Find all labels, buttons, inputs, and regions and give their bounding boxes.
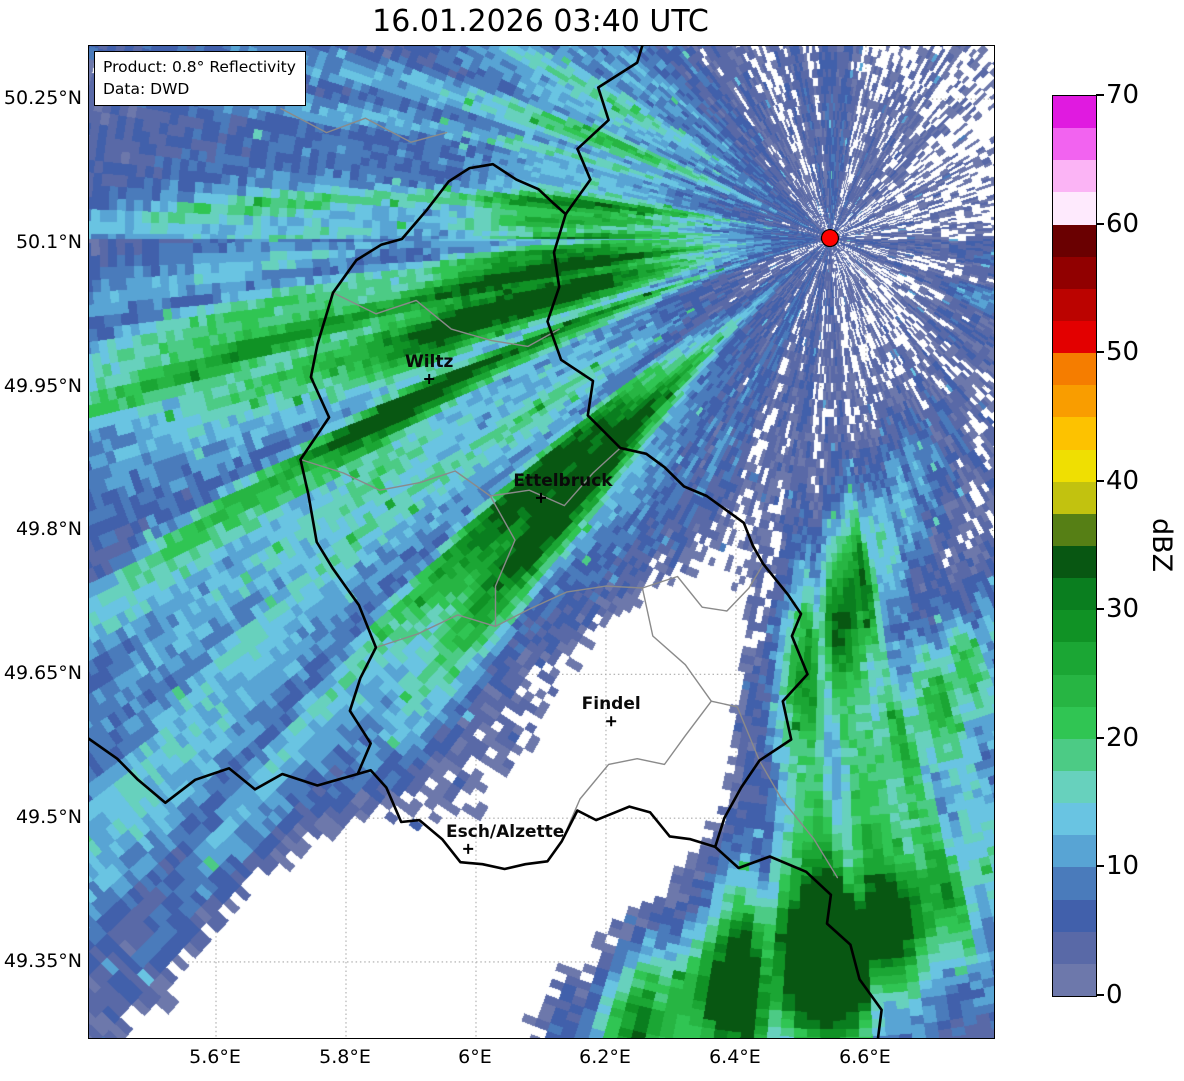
colorbar-segment <box>1053 963 1096 996</box>
map-plot-area: Product: 0.8° Reflectivity Data: DWD Wil… <box>88 45 995 1039</box>
colorbar-tick-label: 60 <box>1106 208 1140 239</box>
colorbar-tick-label: 70 <box>1106 80 1140 110</box>
y-tick-label: 49.35°N <box>3 949 82 972</box>
city-label: Esch/Alzette <box>446 821 565 842</box>
colorbar-tick-mark <box>1096 94 1104 96</box>
y-tick-label: 49.5°N <box>15 806 82 829</box>
region-border <box>489 495 516 628</box>
city-label: Ettelbruck <box>513 470 613 491</box>
colorbar-segment <box>1053 578 1096 611</box>
colorbar-segment <box>1053 353 1096 386</box>
x-tick-label: 6.2°E <box>579 1046 631 1068</box>
colorbar-segment <box>1053 931 1096 964</box>
colorbar-tick-label: 10 <box>1106 851 1140 882</box>
colorbar-tick-label: 40 <box>1106 465 1140 496</box>
colorbar-tick-label: 0 <box>1106 980 1123 1010</box>
colorbar-tick-mark <box>1096 865 1104 868</box>
colorbar-segment <box>1053 770 1096 804</box>
y-tick-label: 50.1°N <box>15 230 82 253</box>
x-tick-label: 6°E <box>458 1046 492 1068</box>
country-border <box>89 737 360 805</box>
country-border <box>299 162 809 871</box>
x-tick-label: 6.6°E <box>839 1046 891 1068</box>
radar-site-marker <box>820 228 840 248</box>
y-tick-label: 49.8°N <box>15 518 82 541</box>
region-border <box>299 447 621 507</box>
colorbar-segment <box>1053 449 1096 482</box>
country-border <box>713 845 883 1038</box>
colorbar-segment <box>1053 385 1096 418</box>
region-border <box>641 587 761 762</box>
colorbar-segment <box>1053 417 1096 450</box>
map-overlay <box>89 46 883 1038</box>
x-tick-label: 5.8°E <box>319 1046 371 1068</box>
colorbar-segment <box>1053 192 1096 225</box>
colorbar-segment <box>1053 706 1096 739</box>
colorbar-segment <box>1053 513 1096 546</box>
product-line: Product: 0.8° Reflectivity <box>103 58 296 76</box>
product-info-box: Product: 0.8° Reflectivity Data: DWD <box>94 51 306 106</box>
figure-title: 16.01.2026 03:40 UTC <box>372 4 709 39</box>
y-tick-label: 49.95°N <box>3 374 82 397</box>
colorbar-segment <box>1053 803 1096 836</box>
colorbar-tick-label: 20 <box>1106 722 1140 753</box>
colorbar-segment <box>1053 867 1096 900</box>
region-border <box>332 291 560 348</box>
colorbar-segment <box>1053 674 1096 707</box>
region-border <box>758 759 839 879</box>
colorbar-segment <box>1053 160 1096 193</box>
colorbar-segment <box>1053 835 1096 868</box>
colorbar-tick-mark <box>1096 479 1104 482</box>
city-marker-icon <box>535 492 546 503</box>
colorbar-segment <box>1053 224 1096 257</box>
colorbar-segment <box>1053 738 1096 771</box>
colorbar-tick-label: 30 <box>1106 594 1140 625</box>
colorbar-tick-mark <box>1096 222 1104 225</box>
reflectivity-raster <box>89 46 994 1038</box>
y-tick-label: 50.25°N <box>3 87 82 110</box>
country-border <box>564 46 644 216</box>
colorbar-segment <box>1053 642 1096 675</box>
x-tick-label: 6.4°E <box>709 1046 761 1068</box>
data-source-line: Data: DWD <box>103 80 190 98</box>
city-label: Findel <box>581 694 641 715</box>
colorbar-segment <box>1053 96 1096 129</box>
colorbar-tick-mark <box>1096 351 1104 354</box>
city-label: Wiltz <box>404 351 454 372</box>
colorbar-tick-label: 50 <box>1106 337 1140 368</box>
colorbar <box>1052 95 1097 997</box>
colorbar-segment <box>1053 481 1096 514</box>
colorbar-segment <box>1053 256 1096 289</box>
colorbar-segment <box>1053 128 1096 161</box>
colorbar-tick-mark <box>1096 608 1104 611</box>
region-border <box>561 700 712 842</box>
region-border <box>280 107 448 143</box>
colorbar-segment <box>1053 899 1096 932</box>
x-tick-label: 5.6°E <box>189 1046 241 1068</box>
colorbar-segment <box>1053 610 1096 643</box>
colorbar-unit-label: dBZ <box>1146 517 1177 573</box>
region-border <box>375 563 764 649</box>
colorbar-segment <box>1053 288 1096 321</box>
colorbar-tick-mark <box>1096 994 1104 996</box>
city-marker-icon <box>463 843 474 854</box>
city-marker-icon <box>424 374 435 384</box>
colorbar-tick-mark <box>1096 736 1104 739</box>
y-tick-label: 49.65°N <box>3 662 82 685</box>
city-marker-icon <box>606 716 617 727</box>
colorbar-segment <box>1053 320 1096 354</box>
colorbar-segment <box>1053 545 1096 579</box>
